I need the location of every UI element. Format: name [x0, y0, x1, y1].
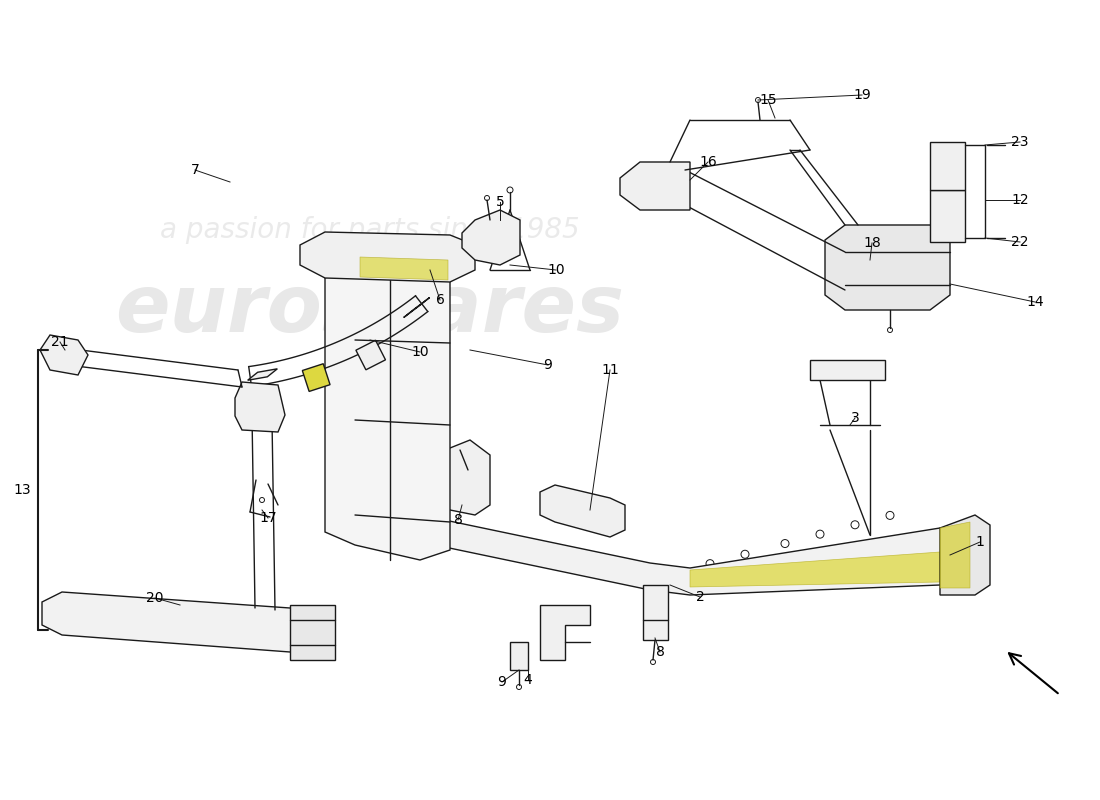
Polygon shape [510, 642, 528, 670]
Circle shape [328, 342, 334, 347]
Polygon shape [290, 605, 336, 660]
Text: 18: 18 [864, 236, 881, 250]
Text: 15: 15 [759, 93, 777, 107]
Text: 20: 20 [146, 591, 164, 605]
Polygon shape [248, 369, 277, 380]
Polygon shape [42, 592, 315, 652]
Text: 19: 19 [854, 88, 871, 102]
Polygon shape [370, 505, 434, 545]
Text: 17: 17 [260, 511, 277, 525]
Text: 2: 2 [695, 590, 704, 604]
Polygon shape [434, 518, 960, 595]
Text: 8: 8 [656, 645, 664, 659]
Polygon shape [540, 605, 590, 660]
Polygon shape [930, 190, 965, 242]
Polygon shape [404, 298, 430, 318]
Text: eurospares: eurospares [116, 271, 625, 349]
Polygon shape [930, 142, 965, 190]
Polygon shape [360, 257, 448, 280]
Text: 3: 3 [850, 411, 859, 425]
Text: 9: 9 [497, 675, 506, 689]
Polygon shape [40, 335, 88, 375]
Polygon shape [300, 232, 475, 282]
Polygon shape [644, 585, 668, 640]
Text: 13: 13 [13, 483, 31, 497]
Text: 12: 12 [1011, 193, 1028, 207]
Polygon shape [810, 360, 886, 380]
Text: 23: 23 [1011, 135, 1028, 149]
Text: 14: 14 [1026, 295, 1044, 309]
Polygon shape [324, 265, 450, 560]
Text: 10: 10 [411, 345, 429, 359]
Text: 7: 7 [190, 163, 199, 177]
Text: 9: 9 [543, 358, 552, 372]
Text: 16: 16 [700, 155, 717, 169]
Text: 6: 6 [436, 293, 444, 307]
Polygon shape [235, 382, 285, 432]
Polygon shape [620, 162, 690, 210]
Polygon shape [356, 340, 385, 370]
Polygon shape [940, 515, 990, 595]
Polygon shape [440, 440, 490, 515]
Text: 21: 21 [52, 335, 69, 349]
Text: 4: 4 [524, 673, 532, 687]
Text: 11: 11 [601, 363, 619, 377]
Text: 5: 5 [496, 195, 505, 209]
Text: 1: 1 [976, 535, 984, 549]
Polygon shape [462, 210, 520, 265]
Polygon shape [540, 485, 625, 537]
Polygon shape [302, 364, 330, 391]
Polygon shape [690, 552, 940, 587]
Polygon shape [940, 522, 970, 588]
Text: 10: 10 [547, 263, 564, 277]
Text: 22: 22 [1011, 235, 1028, 249]
Text: 8: 8 [453, 513, 462, 527]
Text: a passion for parts since 1985: a passion for parts since 1985 [161, 216, 580, 244]
Polygon shape [825, 225, 950, 310]
